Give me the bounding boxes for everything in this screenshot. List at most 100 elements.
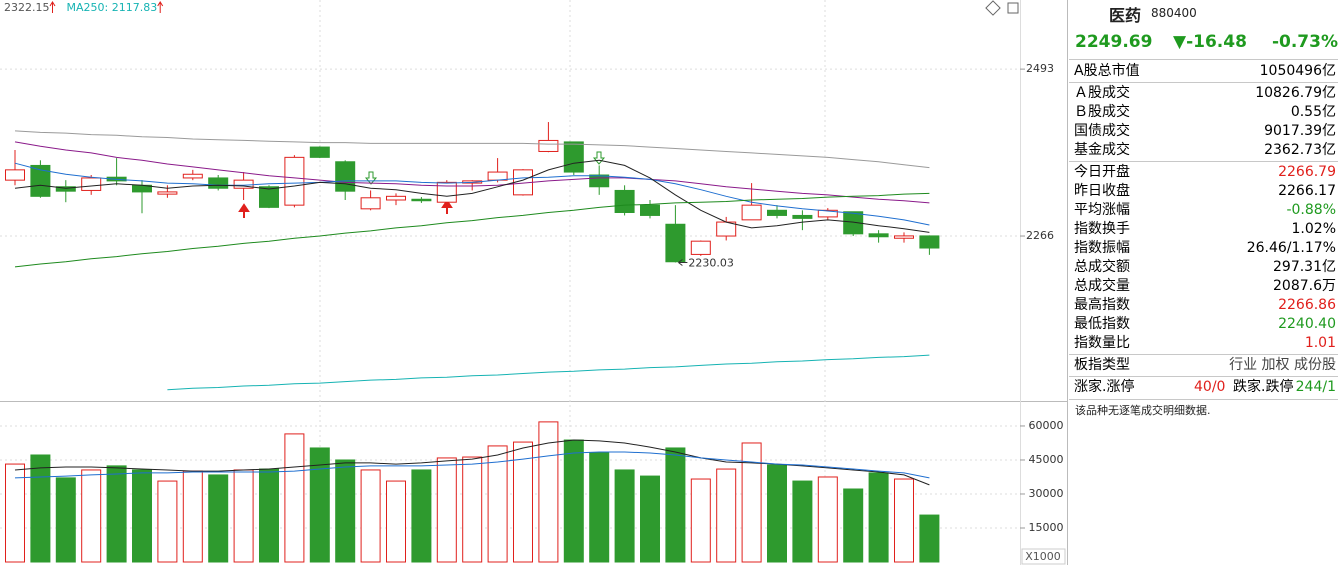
stat-label: 今日开盘 [1074,164,1130,180]
separator [1069,161,1338,162]
stat-value: 297.31亿 [1273,259,1336,275]
volume-bar [716,468,737,563]
volume-bar [55,477,76,563]
volume-bar [5,463,25,563]
y-tick-label: 2266 [1026,229,1054,242]
candle-body [55,186,76,192]
annotation-arrow [678,259,688,266]
stat-value: 0.55亿 [1290,104,1336,120]
separator [1069,399,1338,400]
volume-bar [817,476,838,563]
square-button[interactable] [1007,2,1019,14]
security-code: 880400 [1151,6,1197,20]
stat-label: A股总市值 [1074,63,1140,79]
up-label: 涨家.涨停 [1074,379,1135,395]
stat-value: 1.02% [1291,221,1336,237]
trend-arrow [49,1,56,13]
volume-bar [792,480,813,563]
volume-bar [868,472,889,563]
y-tick-label: 15000 [1029,521,1064,534]
stat-row: A股总市值 1050496亿 [1069,62,1336,81]
stat-value: 1050496亿 [1259,63,1336,79]
candle-body [157,191,178,195]
volume-bar [411,469,432,563]
candle-body [335,161,356,192]
candle-body [284,156,305,206]
stat-label: 指数量比 [1074,335,1130,351]
candle-body [817,209,838,218]
candle-body [182,173,203,179]
diamond-button[interactable] [985,0,1001,16]
volume-bar [513,441,533,563]
ma-line [14,141,930,204]
ma-line [14,192,930,268]
stat-row: Ａ股成交 10826.79亿 [1069,84,1336,103]
stat-value: 2087.6万 [1273,278,1336,294]
candle-body [716,221,737,237]
separator [1069,82,1338,83]
volume-bar [81,469,102,563]
stat-row: Ｂ股成交 0.55亿 [1069,103,1336,122]
candle-body [411,198,432,202]
chart: 2266 2493 2230.03 2322.15 MA250: 2117.83 1500… [0,0,1068,565]
volume-bar [360,469,381,563]
ma-line [14,130,930,169]
stat-label: Ａ股成交 [1074,85,1130,101]
stat-label: 最高指数 [1074,297,1130,313]
security-name: 医药 [1109,6,1142,25]
candle-body [81,177,102,191]
volume-ma-line [14,451,930,479]
stat-label: 最低指数 [1074,316,1130,332]
breadth-row: 涨家.涨停 40/0 跌家.跌停 244/1 [1069,378,1336,397]
price: 2249.69 [1075,32,1153,52]
unit-box [1021,548,1066,565]
y-tick-label: 2493 [1026,62,1054,75]
stat-value: 行业 加权 成份股 [1229,357,1336,373]
stat-row: 总成交额 297.31亿 [1069,258,1336,277]
candle-body [614,189,635,213]
down-value: 244/1 [1295,379,1336,395]
volume-bar [614,469,635,563]
stat-label: 板指类型 [1074,357,1130,373]
y-tick-label: 30000 [1029,487,1064,500]
sell-signal [364,171,378,185]
stat-row: 指数换手 1.02% [1069,220,1336,239]
stat-row: 指数量比 1.01 [1069,334,1336,353]
sell-signal [592,151,606,165]
candle-body [919,235,940,249]
up-value: 40/0 [1194,379,1226,395]
stat-value: 9017.39亿 [1264,123,1336,139]
y-tick-label: 45000 [1029,453,1064,466]
candle-body [589,174,610,188]
candle-body [360,197,381,210]
stat-row: 指数振幅 26.46/1.17% [1069,239,1336,258]
stat-value: 10826.79亿 [1255,85,1336,101]
ma-line [14,159,930,233]
stat-value: 2266.79 [1278,164,1336,180]
stat-row: 最低指数 2240.40 [1069,315,1336,334]
volume-bar [30,454,51,563]
stat-row: 最高指数 2266.86 [1069,296,1336,315]
volume-bar [259,468,279,563]
separator [1069,376,1338,377]
stat-row: 昨日收盘 2266.17 [1069,182,1336,201]
volume-bar [208,474,229,563]
volume-bar [665,447,686,563]
change: ▼-16.48 [1173,32,1247,52]
stat-row: 今日开盘 2266.79 [1069,163,1336,182]
candle-body [640,204,660,216]
volume-bar [462,456,483,563]
stat-label: 总成交量 [1074,278,1130,294]
stat-row: 国债成交 9017.39亿 [1069,122,1336,141]
trend-arrow [157,1,164,13]
volume-bar [690,478,711,563]
volume-bar [843,488,864,563]
separator [1069,59,1338,60]
candle-body [487,171,508,181]
stat-label: 国债成交 [1074,123,1130,139]
change-pct: -0.73% [1271,32,1338,52]
y-tick-label: 60000 [1029,419,1064,432]
candle-body [208,177,229,189]
ma-line [167,354,930,391]
